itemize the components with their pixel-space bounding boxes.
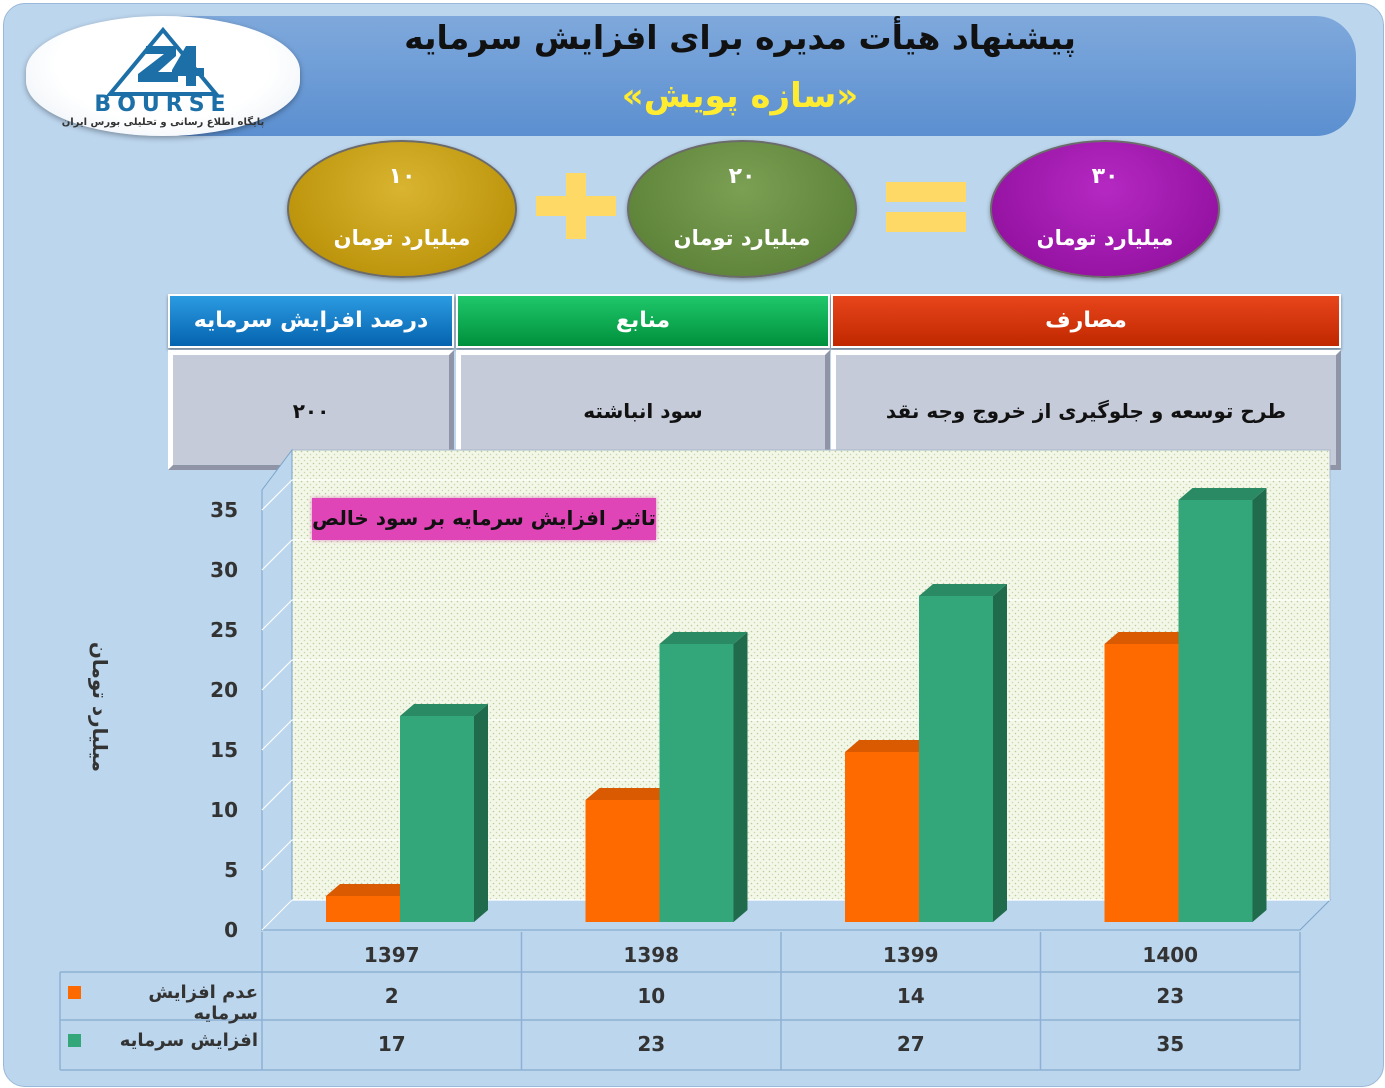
header-banner xyxy=(144,16,1356,136)
bar-side xyxy=(733,632,748,922)
bar-top xyxy=(400,704,488,716)
oval-result: ۳۰ میلیارد تومان xyxy=(990,140,1220,278)
logo-tagline: پایگاه اطلاع رسانی و تحلیلی بورس ایران xyxy=(61,117,265,128)
y-tick-label: 30 xyxy=(210,558,238,582)
data-label: 23 xyxy=(1156,984,1185,1008)
bar-face xyxy=(400,716,474,922)
grid-line xyxy=(261,479,293,511)
page-subtitle: «سازه پویش» xyxy=(621,76,859,116)
bar-1399-increase xyxy=(919,584,1007,922)
grid-line xyxy=(261,659,293,691)
bar-top xyxy=(845,740,933,752)
plot-side-wall xyxy=(261,448,293,932)
bar-face xyxy=(1104,644,1179,922)
bar-top xyxy=(919,584,1007,596)
header-percent: درصد افزایش سرمایه xyxy=(168,294,454,348)
bar-face xyxy=(919,596,993,922)
bar-face xyxy=(1178,500,1253,922)
y-tick-label: 0 xyxy=(224,918,238,942)
bar-top xyxy=(1104,632,1193,644)
bar-face xyxy=(659,644,734,922)
data-label: 10 xyxy=(637,984,666,1008)
legend-entry: افزایش سرمایه xyxy=(119,1030,258,1051)
y-tick-label: 20 xyxy=(210,678,238,702)
data-label: 14 xyxy=(896,984,925,1008)
bar-side xyxy=(1252,488,1267,922)
bar-top xyxy=(1178,488,1267,500)
logo-word: BOURSE xyxy=(94,92,232,117)
header-sources: منابع xyxy=(456,294,830,348)
legend-swatch xyxy=(68,986,81,999)
x-tick-label: 1398 xyxy=(623,943,680,967)
oval-term-b-unit: میلیارد تومان xyxy=(673,226,811,250)
bar-face xyxy=(326,896,400,922)
oval-result-value: ۳۰ xyxy=(1091,164,1119,189)
grid-line xyxy=(261,599,293,631)
x-tick-label: 1397 xyxy=(363,943,420,967)
page-title: پیشنهاد هیأت مدیره برای افزایش سرمایه xyxy=(404,18,1076,57)
grid-line xyxy=(261,779,293,811)
bar-side xyxy=(993,584,1007,922)
bar-top xyxy=(585,788,674,800)
oval-term-b-value: ۲۰ xyxy=(728,164,756,189)
equals-icon xyxy=(886,182,966,202)
header-uses: مصارف xyxy=(831,294,1341,348)
bar-top xyxy=(659,632,748,644)
data-label: 2 xyxy=(384,984,399,1008)
bar-1400-increase xyxy=(1178,488,1267,922)
y-tick-label: 15 xyxy=(210,738,238,762)
plus-icon-bar xyxy=(536,196,616,216)
logo: BOURSE پایگاه اطلاع رسانی و تحلیلی بورس … xyxy=(26,16,300,136)
equals-icon-bar xyxy=(886,212,966,232)
bar-side xyxy=(474,704,488,922)
grid-line xyxy=(261,839,293,871)
chart-title: تاثیر افزایش سرمایه بر سود خالص xyxy=(312,498,656,540)
y-tick-label: 35 xyxy=(210,498,238,522)
bar-face xyxy=(585,800,660,922)
data-label: 35 xyxy=(1156,1032,1185,1056)
oval-term-a-value: ۱۰ xyxy=(388,164,416,189)
bar-face xyxy=(845,752,919,922)
y-tick-label: 5 xyxy=(224,858,238,882)
logo-mark-icon xyxy=(105,26,221,96)
y-tick-label: 25 xyxy=(210,618,238,642)
oval-term-a: ۱۰ میلیارد تومان xyxy=(287,140,517,278)
grid-line xyxy=(261,899,293,931)
y-axis-label: میلیارد تومان xyxy=(88,641,112,772)
legend-swatch xyxy=(68,1034,81,1047)
y-tick-label: 10 xyxy=(210,798,238,822)
data-label: 23 xyxy=(637,1032,666,1056)
grid-line xyxy=(261,539,293,571)
x-tick-label: 1399 xyxy=(882,943,939,967)
grid-line xyxy=(261,719,293,751)
bar-1398-increase xyxy=(659,632,748,922)
oval-term-b: ۲۰ میلیارد تومان xyxy=(627,140,857,278)
bar-top xyxy=(326,884,414,896)
data-label: 27 xyxy=(896,1032,925,1056)
data-label: 17 xyxy=(377,1032,406,1056)
legend-entry: عدم افزایش سرمایه xyxy=(148,982,258,1024)
oval-term-a-unit: میلیارد تومان xyxy=(333,226,471,250)
bar-1397-increase xyxy=(400,704,488,922)
oval-result-unit: میلیارد تومان xyxy=(1036,226,1174,250)
x-tick-label: 1400 xyxy=(1142,943,1199,967)
